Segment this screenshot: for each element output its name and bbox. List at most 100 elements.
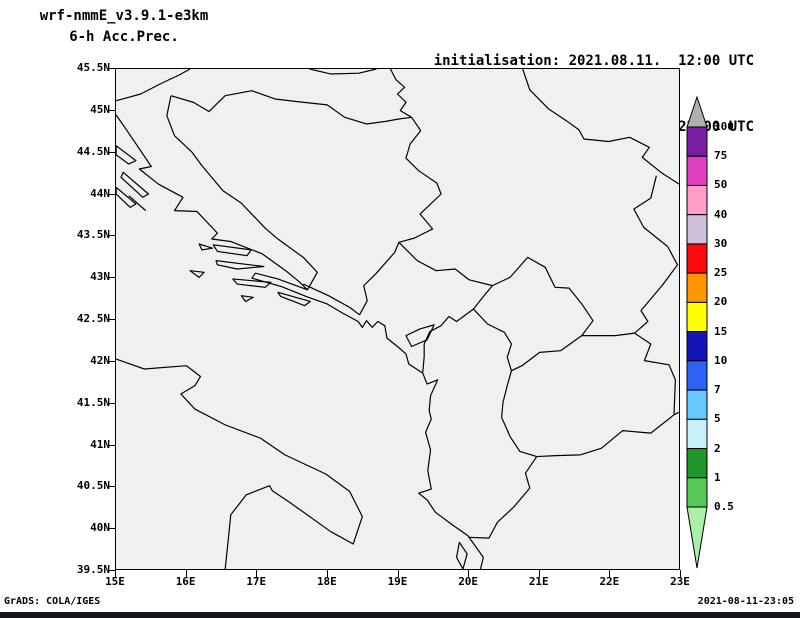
lat-tick-mark: [108, 402, 115, 404]
colorbar-level-label: 50: [714, 178, 728, 192]
colorbar-level-label: 20: [714, 295, 728, 309]
model-title: wrf-nmmE_v3.9.1-e3km: [39, 8, 209, 24]
island-ugljan-pasman: [120, 171, 150, 198]
lon-tick-label: 22E: [599, 575, 620, 588]
initialisation-label: initialisation: 2021.08.11. 12:00 UTC: [433, 53, 754, 69]
colorbar-band: [686, 360, 708, 391]
colorbar-level-label: 100: [714, 120, 734, 133]
colorbar-band: [686, 477, 708, 508]
colorbar-level-label: 25: [714, 266, 728, 280]
lat-tick-label: 40.5N: [76, 479, 110, 493]
border-albania-greece: [469, 456, 538, 539]
lon-tick-label: 16E: [175, 575, 196, 588]
lon-tick-label: 15E: [105, 575, 125, 588]
border-bosnia-west: [166, 95, 318, 291]
creation-timestamp: 2021-08-11-23:05: [697, 596, 794, 607]
colorbar-band: [686, 331, 708, 362]
colorbar-top-arrow: [686, 95, 708, 128]
border-hungary-croatia: [309, 69, 377, 75]
border-montenegro-albania: [422, 308, 474, 373]
coastline-italy: [116, 358, 363, 569]
border-macedonia-bulgaria: [634, 332, 676, 415]
border-serbia-bulgaria: [633, 175, 679, 334]
lon-tick-mark: [185, 570, 187, 577]
colorbar-level-label: 40: [714, 207, 728, 221]
precip-colorbar-legend: 100 75 50 40 30 25 20 15 10 7 5 2 1 0.5: [686, 95, 756, 576]
island-solta: [198, 243, 214, 251]
title-block: wrf-nmmE_v3.9.1-e3km 6-h Acc.Prec.: [8, 6, 240, 48]
lat-tick-label: 44.5N: [76, 144, 110, 158]
lat-tick-mark: [108, 319, 115, 320]
colorbar-level-label: 75: [714, 149, 728, 163]
lon-tick-label: 18E: [316, 575, 337, 588]
colorbar-band: [686, 184, 708, 216]
colorbar-band: [686, 448, 708, 479]
colorbar-level-label: 10: [714, 353, 728, 367]
colorbar-level-label: 15: [714, 324, 728, 338]
border-kosovo-albania: [473, 308, 513, 371]
lon-tick-mark: [468, 570, 470, 577]
colorbar-band: [686, 243, 708, 274]
island-kornati: [128, 195, 147, 212]
lon-tick-mark: [680, 570, 681, 577]
lake-skadar: [405, 324, 435, 348]
colorbar-level-label: 7: [714, 383, 721, 397]
lon-tick-label: 23E: [670, 575, 690, 588]
border-bosnia-coastal-strip: [303, 283, 360, 316]
border-serbia-macedonia: [581, 332, 635, 337]
lat-tick-label: 43N: [90, 270, 110, 284]
lon-tick-mark: [256, 570, 258, 577]
lon-tick-mark: [397, 570, 399, 577]
colorbar-level-label: 1: [714, 470, 721, 484]
border-serbia-romania: [522, 69, 679, 185]
lat-tick-label: 45.5N: [76, 61, 110, 74]
lat-tick-mark: [108, 486, 115, 488]
colorbar-level-label: 5: [714, 412, 721, 426]
lon-tick-mark: [326, 570, 328, 577]
border-serbia-montenegro: [398, 241, 493, 287]
lat-tick-label: 45N: [90, 102, 110, 116]
lat-tick-label: 42N: [90, 353, 110, 367]
lat-tick-label: 40N: [90, 521, 110, 535]
lat-tick-label: 39.5N: [76, 563, 110, 576]
border-bosnia-serbia-drina: [398, 116, 442, 243]
border-kosovo-serbia: [492, 256, 594, 336]
border-bosnia-north: [170, 90, 412, 125]
border-kosovo-macedonia: [511, 335, 583, 372]
lat-tick-mark: [108, 570, 115, 571]
colorbar-svg: [686, 95, 708, 569]
lat-tick-mark: [108, 68, 115, 69]
lat-tick-label: 41N: [90, 437, 110, 451]
island-corfu: [455, 541, 468, 569]
colorbar-band: [686, 155, 708, 186]
lat-tick-mark: [108, 109, 115, 111]
island-vis: [189, 270, 205, 278]
lat-tick-label: 44N: [90, 186, 110, 200]
lat-tick-mark: [108, 360, 115, 362]
lat-tick-mark: [108, 235, 115, 237]
lat-tick-label: 42.5N: [76, 312, 110, 325]
island-lastovo: [240, 295, 254, 303]
border-albania-macedonia: [500, 370, 537, 458]
lon-tick-mark: [538, 570, 540, 577]
colorbar-band: [686, 301, 708, 333]
lon-tick-label: 17E: [246, 575, 267, 588]
colorbar-level-label: 0.5: [714, 500, 734, 513]
lon-tick-label: 20E: [458, 575, 479, 588]
border-bosnia-montenegro: [359, 242, 400, 316]
border-croatia-serbia: [389, 69, 412, 118]
map-plot-area: [115, 68, 680, 570]
border-macedonia-greece: [536, 414, 675, 458]
colorbar-band: [686, 214, 708, 245]
lon-tick-label: 21E: [528, 575, 549, 588]
coastline-adriatic-east: [116, 114, 484, 569]
grads-credit: GrADS: COLA/IGES: [4, 596, 101, 607]
border-slovenia-croatia: [116, 69, 191, 102]
lat-tick-mark: [108, 528, 115, 530]
island-hvar: [215, 260, 265, 270]
lon-tick-mark: [609, 570, 611, 577]
border-greece-bulgaria: [673, 411, 679, 416]
lat-tick-label: 43.5N: [76, 228, 110, 242]
colorbar-band: [686, 389, 708, 420]
